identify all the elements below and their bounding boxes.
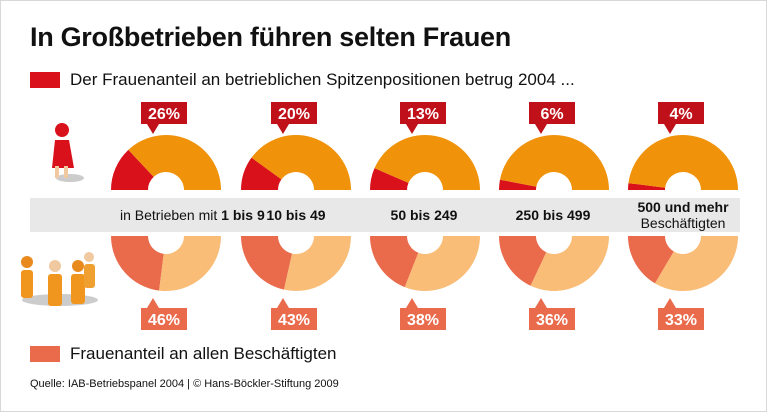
half-donut-0-4-rest: [628, 135, 738, 190]
half-donut-1-3-share: [499, 236, 547, 286]
woman-figure-icon: [52, 123, 84, 182]
category-label-2: 50 bis 249: [390, 207, 458, 223]
value-bubble-pointer-0-4: [664, 124, 676, 134]
value-bubble-pointer-1-2: [406, 298, 418, 308]
half-donut-0-0-rest: [128, 135, 221, 190]
group-people-icon: [21, 252, 98, 306]
value-bubble-pointer-0-1: [277, 124, 289, 134]
value-label-1-3: 36%: [536, 312, 568, 329]
category-label-3: 250 bis 499: [515, 207, 591, 223]
half-donut-1-0-share: [111, 236, 164, 291]
category-label-4: 500 und mehr Beschäftigten: [637, 199, 729, 231]
legend-swatch-salmon: [30, 346, 60, 362]
category-1-9: 1 bis 9: [221, 207, 265, 223]
legend-swatch-red: [30, 72, 60, 88]
value-bubble-1-4: [658, 308, 704, 330]
value-bubble-0-3: [529, 102, 575, 124]
half-donut-0-4-share: [628, 183, 666, 190]
value-bubble-1-3: [529, 308, 575, 330]
value-bubble-0-0: [141, 102, 187, 124]
value-bubble-pointer-1-0: [147, 298, 159, 308]
category-label-0: in Betrieben mit 1 bis 9: [120, 198, 265, 232]
category-label-1: 10 bis 49: [266, 207, 326, 223]
value-label-0-0: 26%: [148, 106, 180, 123]
value-bubble-pointer-1-4: [664, 298, 676, 308]
value-label-0-4: 4%: [669, 106, 692, 123]
half-donut-1-4-share: [628, 236, 674, 284]
half-donut-1-2-rest: [404, 236, 480, 291]
value-bubble-0-1: [271, 102, 317, 124]
value-bubble-pointer-0-3: [535, 124, 547, 134]
source-note: Quelle: IAB-Betriebspanel 2004 | © Hans-…: [30, 378, 339, 390]
half-donut-1-4-rest: [655, 236, 738, 291]
value-bubble-0-2: [400, 102, 446, 124]
value-bubble-pointer-1-1: [277, 298, 289, 308]
half-donut-1-0-rest: [159, 236, 221, 291]
value-label-0-1: 20%: [278, 106, 310, 123]
value-label-0-3: 6%: [540, 106, 563, 123]
value-label-1-2: 38%: [407, 312, 439, 329]
half-donut-1-3-rest: [530, 236, 609, 291]
legend-top-label: Der Frauenanteil an betrieblichen Spitze…: [70, 70, 575, 89]
half-donut-1-2-share: [370, 236, 419, 288]
half-donut-0-0-share: [111, 149, 154, 190]
legend-bottom: Frauenanteil an allen Beschäftigten: [30, 344, 337, 364]
half-donut-1-1-rest: [284, 236, 351, 291]
half-donut-0-3-rest: [499, 134, 609, 190]
half-donut-0-1-rest: [251, 135, 351, 190]
value-label-1-4: 33%: [665, 312, 697, 329]
half-donut-0-3-share: [499, 179, 537, 190]
category-band: [30, 198, 740, 232]
value-bubble-pointer-0-0: [147, 124, 159, 134]
value-bubble-1-0: [141, 308, 187, 330]
value-bubble-0-4: [658, 102, 704, 124]
value-bubble-pointer-0-2: [406, 124, 418, 134]
half-donut-1-1-share: [241, 236, 293, 290]
value-bubble-1-1: [271, 308, 317, 330]
value-bubble-pointer-1-3: [535, 298, 547, 308]
value-label-1-1: 43%: [278, 312, 310, 329]
half-donut-0-2-rest: [374, 135, 480, 190]
category-prefix: in Betrieben mit: [120, 207, 218, 223]
value-label-1-0: 46%: [148, 312, 180, 329]
legend-bottom-label: Frauenanteil an allen Beschäftigten: [70, 344, 337, 363]
page-title: In Großbetrieben führen selten Frauen: [30, 22, 511, 52]
half-donut-0-2-share: [370, 168, 409, 190]
half-donut-0-1-share: [241, 157, 282, 190]
legend-top: Der Frauenanteil an betrieblichen Spitze…: [30, 70, 575, 90]
value-label-0-2: 13%: [407, 106, 439, 123]
value-bubble-1-2: [400, 308, 446, 330]
